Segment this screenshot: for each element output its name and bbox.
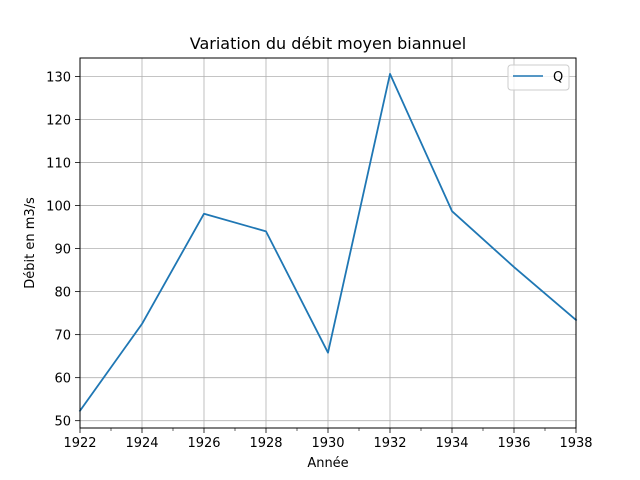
y-tick-label: 130 <box>46 71 71 86</box>
y-tick-label: 90 <box>54 243 71 258</box>
y-axis-label: Débit en m3/s <box>23 197 38 289</box>
x-tick-label: 1922 <box>63 436 96 451</box>
x-tick-label: 1932 <box>373 436 406 451</box>
y-tick-label: 100 <box>46 200 71 215</box>
x-tick-label: 1926 <box>187 436 220 451</box>
axis-ticks: 1922 1924 1926 1928 1930 1932 1934 1936 1938 50 60… <box>46 71 592 452</box>
y-tick-label: 70 <box>54 329 71 344</box>
x-tick-label: 1934 <box>435 436 468 451</box>
legend-box <box>507 64 570 91</box>
x-tick-label: 1938 <box>559 436 592 451</box>
chart-title: Variation du débit moyen biannuel <box>190 34 466 53</box>
series-line-q <box>78 73 578 413</box>
y-tick-label: 50 <box>54 415 71 430</box>
x-tick-label: 1924 <box>125 436 158 451</box>
x-axis-label: Année <box>307 456 348 471</box>
y-tick-label: 60 <box>54 372 71 387</box>
x-tick-label: 1936 <box>497 436 530 451</box>
legend: Q <box>507 64 570 91</box>
y-tick-label: 80 <box>54 286 71 301</box>
series-layer <box>78 73 578 413</box>
legend-label-q: Q <box>553 70 563 85</box>
x-tick-label: 1928 <box>249 436 282 451</box>
x-tick-label: 1930 <box>311 436 344 451</box>
y-tick-label: 110 <box>46 157 71 172</box>
y-tick-label: 120 <box>46 114 71 129</box>
